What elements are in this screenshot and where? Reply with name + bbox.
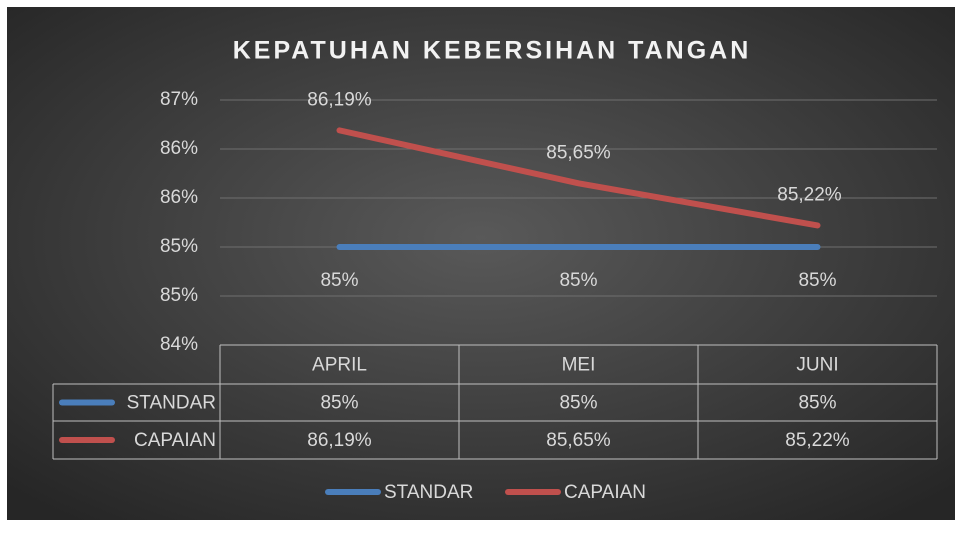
- table-cell: 86,19%: [307, 430, 372, 451]
- data-label: 85,22%: [777, 184, 842, 205]
- table-cell: 85%: [320, 393, 358, 414]
- table-row-label: STANDAR: [127, 393, 216, 414]
- table-cell: 85,65%: [546, 430, 611, 451]
- chart-title: KEPATUHAN KEBERSIHAN TANGAN: [233, 37, 752, 65]
- chart-background: [7, 7, 955, 520]
- y-tick-label: 84%: [160, 334, 198, 355]
- table-row-label: CAPAIAN: [134, 430, 216, 451]
- legend-label: STANDAR: [384, 482, 473, 503]
- table-cell: 85%: [798, 393, 836, 414]
- x-tick-label: APRIL: [312, 355, 367, 376]
- y-tick-label: 86%: [160, 138, 198, 159]
- data-label: 86,19%: [307, 89, 372, 110]
- y-tick-label: 85%: [160, 236, 198, 257]
- data-label: 85,65%: [546, 142, 611, 163]
- data-label: 85%: [559, 270, 597, 291]
- x-tick-label: MEI: [562, 355, 596, 376]
- y-tick-label: 86%: [160, 187, 198, 208]
- y-tick-label: 87%: [160, 89, 198, 110]
- legend-label: CAPAIAN: [564, 482, 646, 503]
- x-tick-label: JUNI: [796, 355, 838, 376]
- table-cell: 85,22%: [785, 430, 850, 451]
- data-label: 85%: [798, 270, 836, 291]
- data-label: 85%: [320, 270, 358, 291]
- table-cell: 85%: [559, 393, 597, 414]
- line-series: [336, 127, 821, 229]
- y-tick-label: 85%: [160, 285, 198, 306]
